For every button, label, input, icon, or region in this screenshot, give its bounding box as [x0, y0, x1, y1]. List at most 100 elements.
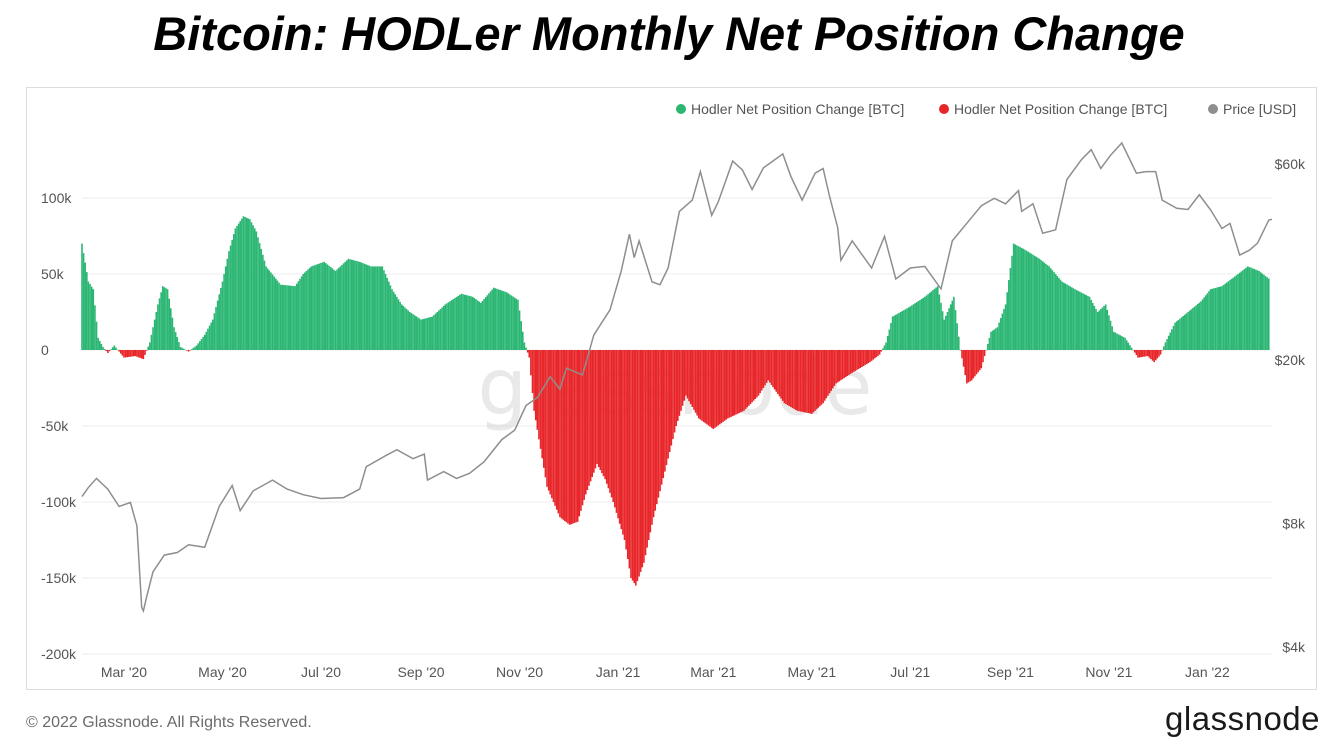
bar-positive — [1087, 295, 1089, 350]
bar-positive — [163, 287, 166, 350]
bar-negative — [625, 350, 627, 550]
bar-positive — [1230, 278, 1233, 350]
bar-positive — [1119, 335, 1122, 350]
bar-positive — [294, 286, 296, 350]
bar-positive — [470, 296, 472, 350]
bar-negative — [643, 350, 645, 563]
bar-positive — [226, 258, 229, 350]
bar-positive — [906, 308, 908, 350]
bar-negative — [815, 350, 818, 410]
bar-positive — [425, 318, 427, 350]
bar-negative — [554, 350, 556, 506]
bar-positive — [1012, 243, 1015, 350]
bar-positive — [1083, 294, 1086, 350]
bar-positive — [354, 260, 356, 350]
bar-positive — [371, 266, 374, 350]
bar-positive — [249, 219, 251, 350]
bar-positive — [1116, 333, 1118, 350]
bar-negative — [568, 350, 571, 525]
bar-positive — [321, 262, 324, 350]
left-axis-tick-label: -150k — [41, 570, 77, 586]
bar-positive — [1208, 291, 1210, 350]
bar-positive — [497, 289, 500, 350]
bar-negative — [607, 350, 610, 489]
bar-negative — [859, 350, 862, 368]
bar-positive — [517, 299, 519, 350]
bar-positive — [475, 299, 477, 350]
bar-positive — [363, 263, 366, 350]
bar-positive — [946, 312, 949, 350]
bar-negative — [689, 350, 692, 405]
bar-positive — [1024, 249, 1026, 350]
bar-negative — [765, 350, 768, 383]
bar-positive — [181, 347, 183, 350]
bar-negative — [720, 350, 723, 424]
bar-positive — [1098, 310, 1101, 350]
bar-negative — [693, 350, 695, 410]
bar-negative — [731, 350, 734, 417]
x-axis-tick-label: May '20 — [198, 664, 247, 680]
x-axis: Mar '20 May '20 Jul '20 Sep '20 Nov '20 Jan '… — [101, 664, 1230, 680]
bar-negative — [641, 350, 644, 568]
bar-negative — [846, 350, 849, 376]
bar-positive — [176, 337, 179, 350]
bar-positive — [949, 304, 952, 350]
bar-positive — [1221, 286, 1223, 350]
bar-negative — [635, 350, 637, 586]
bar-positive — [450, 300, 453, 350]
bar-positive — [178, 342, 180, 350]
bar-positive — [1198, 302, 1201, 350]
bar-negative — [786, 350, 789, 406]
bar-positive — [1164, 342, 1167, 350]
bar-positive — [318, 263, 321, 350]
bar-positive — [92, 289, 95, 350]
bar-positive — [1030, 253, 1033, 350]
bar-negative — [576, 350, 579, 522]
bar-negative — [840, 350, 842, 381]
bar-positive — [438, 310, 440, 350]
bar-positive — [234, 228, 237, 350]
bar-positive — [1167, 335, 1170, 350]
bar-positive — [896, 313, 899, 350]
bar-positive — [428, 317, 430, 350]
bar-positive — [102, 346, 104, 350]
bar-positive — [486, 295, 489, 350]
bar-positive — [153, 319, 156, 350]
bar-positive — [232, 234, 235, 350]
bar-positive — [452, 299, 455, 350]
bar-negative — [589, 350, 592, 482]
bar-negative — [770, 350, 773, 385]
bar-negative — [123, 350, 125, 358]
bar-positive — [1261, 273, 1264, 350]
bar-negative — [559, 350, 561, 518]
bar-positive — [1264, 276, 1267, 350]
bar-positive — [1088, 296, 1091, 350]
bar-negative — [546, 350, 548, 487]
bar-positive — [1246, 266, 1249, 350]
left-axis: 100k 50k 0 -50k -100k -150k -200k — [41, 190, 77, 662]
bar-positive — [904, 309, 907, 350]
bar-negative — [739, 350, 742, 413]
bar-negative — [1151, 350, 1154, 361]
bar-negative — [1142, 350, 1144, 357]
x-axis-tick-label: Jul '21 — [890, 664, 930, 680]
bar-negative — [570, 350, 573, 525]
bar-positive — [1096, 312, 1099, 350]
bar-positive — [333, 269, 335, 350]
bar-positive — [339, 266, 342, 350]
bar-positive — [922, 297, 925, 350]
bar-negative — [817, 350, 820, 408]
bar-negative — [591, 350, 594, 478]
bar-negative — [622, 350, 624, 535]
bar-negative — [620, 350, 623, 530]
bar-positive — [195, 345, 198, 350]
bar-negative — [596, 350, 598, 464]
bar-positive — [471, 296, 474, 350]
bar-negative — [794, 350, 797, 410]
bar-positive — [1016, 245, 1018, 350]
bar-positive — [1229, 280, 1231, 350]
bar-positive — [1130, 347, 1133, 350]
bar-negative — [785, 350, 787, 405]
right-axis-tick-label: $60k — [1275, 156, 1306, 172]
bar-positive — [213, 313, 216, 350]
